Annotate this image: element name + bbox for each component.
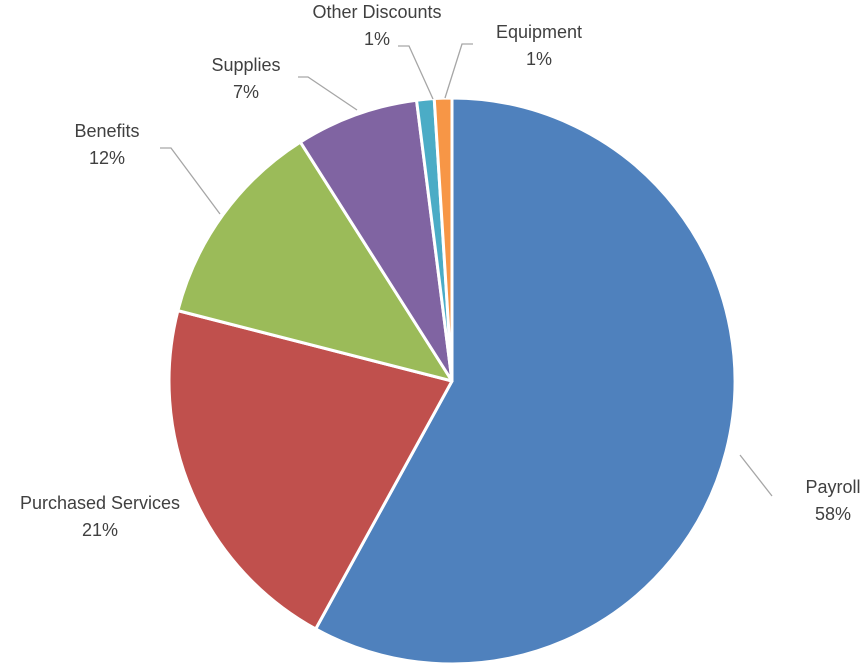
leader-line-supplies	[298, 76, 358, 111]
leader-lines	[160, 43, 773, 497]
pie-slice-purchased-services	[167, 309, 454, 631]
leader-line-payroll	[739, 454, 773, 497]
slice-name: Supplies	[211, 55, 280, 75]
data-label-benefits: Benefits 12%	[74, 121, 139, 168]
slice-percent: 1%	[364, 29, 390, 49]
slice-percent: 7%	[233, 82, 259, 102]
slice-percent: 58%	[815, 504, 851, 524]
data-label-equipment: Equipment 1%	[496, 22, 582, 69]
leader-line-benefits	[160, 147, 221, 215]
data-label-supplies: Supplies 7%	[211, 55, 280, 102]
data-label-purchased-services: Purchased Services 21%	[20, 493, 180, 540]
pie-slice-equipment	[432, 96, 454, 383]
slice-name: Other Discounts	[312, 2, 441, 22]
slice-percent: 21%	[82, 520, 118, 540]
data-labels: Payroll 58% Purchased Services 21% Benefits 1…	[20, 2, 861, 540]
pie-slice-supplies	[298, 98, 454, 383]
data-label-other-discounts: Other Discounts 1%	[312, 2, 441, 49]
pie-slice-benefits	[176, 140, 454, 383]
slice-percent: 1%	[526, 49, 552, 69]
pie-slice-payroll	[314, 96, 737, 666]
pie-slices	[167, 96, 737, 666]
slice-name: Equipment	[496, 22, 582, 42]
slice-name: Payroll	[805, 477, 860, 497]
slice-name: Purchased Services	[20, 493, 180, 513]
slice-name: Benefits	[74, 121, 139, 141]
data-label-payroll: Payroll 58%	[805, 477, 860, 524]
slice-percent: 12%	[89, 148, 125, 168]
leader-line-other-discounts	[398, 45, 434, 100]
leader-line-equipment	[444, 43, 473, 99]
